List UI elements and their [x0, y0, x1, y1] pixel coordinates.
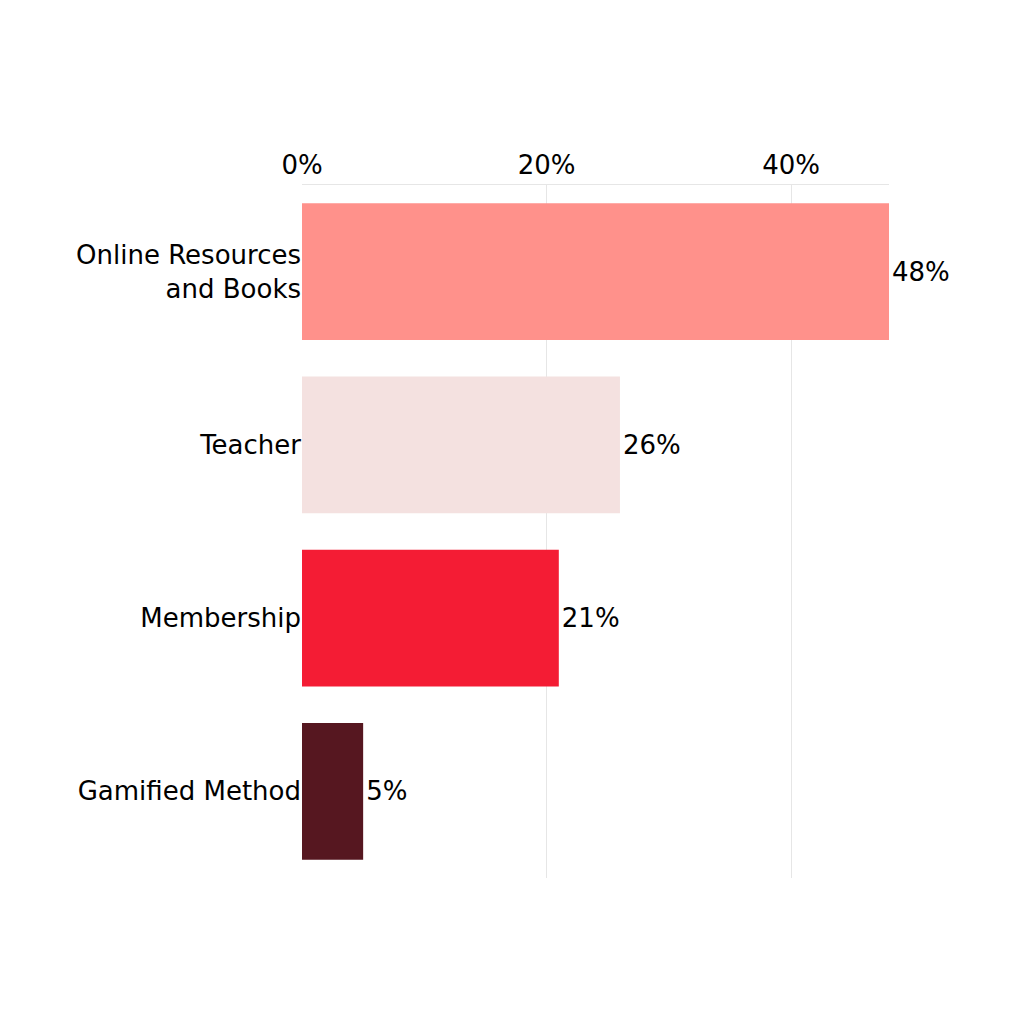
svg-text:20%: 20%: [518, 150, 576, 180]
svg-text:5%: 5%: [366, 776, 407, 806]
svg-text:Teacher: Teacher: [199, 430, 301, 460]
svg-text:48%: 48%: [892, 257, 950, 287]
svg-text:26%: 26%: [623, 430, 681, 460]
svg-text:Membership: Membership: [140, 603, 301, 633]
svg-text:Gamified Method: Gamified Method: [78, 776, 301, 806]
svg-text:40%: 40%: [762, 150, 820, 180]
svg-text:0%: 0%: [281, 150, 322, 180]
svg-text:Online Resourcesand Books: Online Resourcesand Books: [76, 240, 301, 304]
svg-text:21%: 21%: [562, 603, 620, 633]
